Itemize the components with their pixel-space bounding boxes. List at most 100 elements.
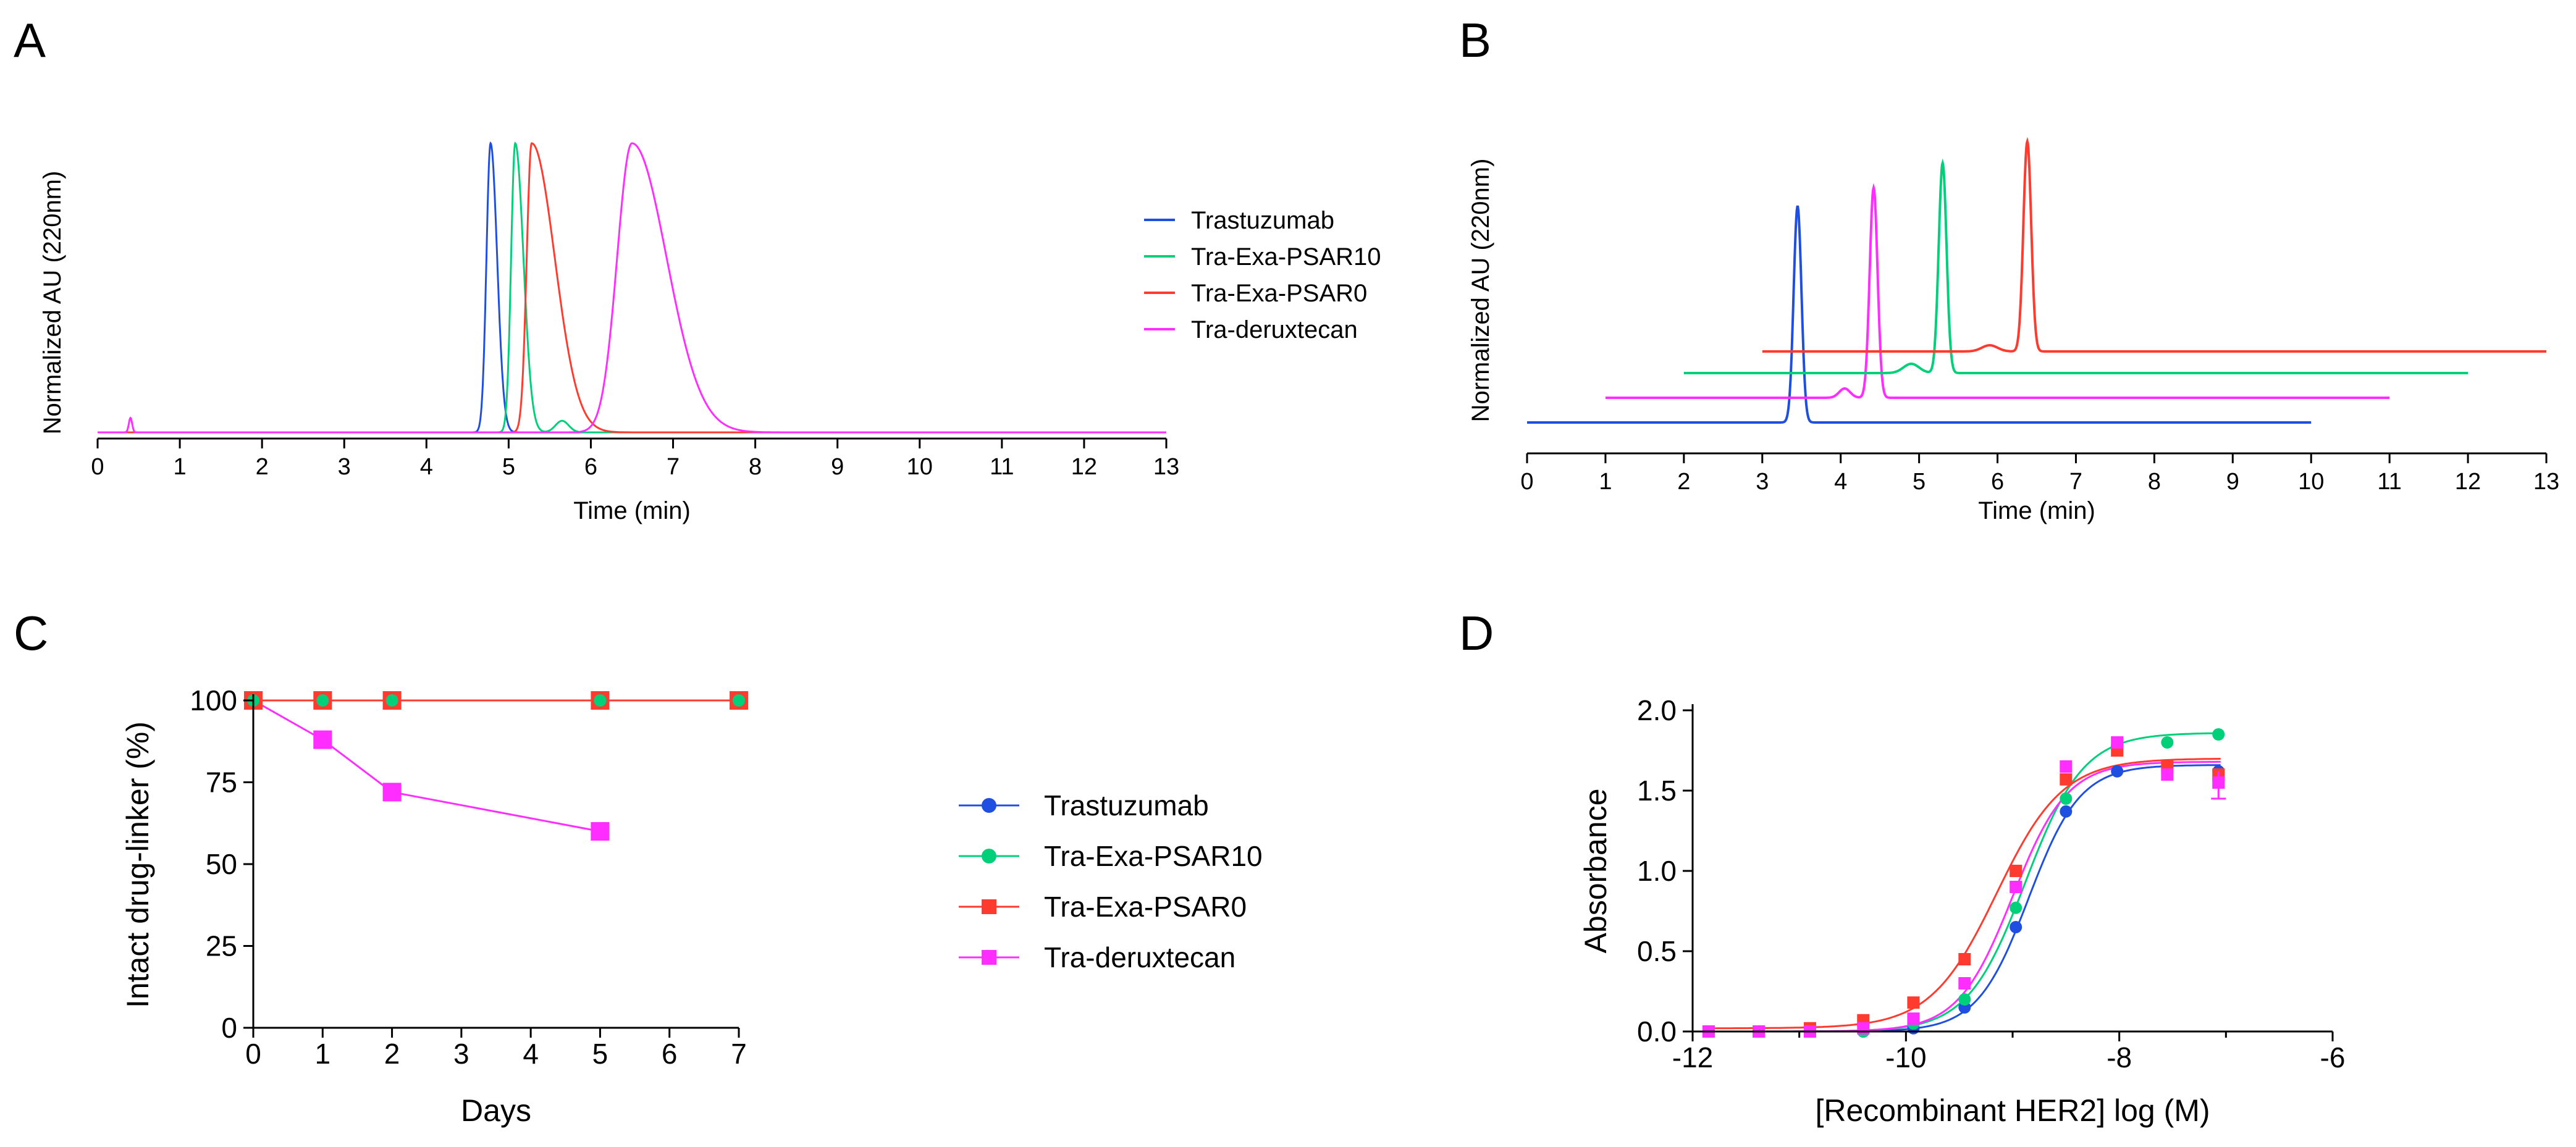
data-point	[2010, 865, 2022, 877]
data-point	[382, 783, 402, 802]
x-tick-label: 9	[831, 454, 844, 480]
x-tick-label: 4	[523, 1038, 539, 1070]
data-point	[2010, 921, 2022, 933]
series-line-2	[1683, 158, 2469, 374]
panel-letter-d: D	[1459, 606, 1494, 660]
legend-label: Tra-deruxtecan	[1044, 941, 1235, 973]
x-tick-label: 8	[2148, 469, 2161, 495]
data-point	[385, 694, 398, 707]
series-line-1	[98, 141, 1166, 434]
x-tick-label: -10	[1885, 1041, 1926, 1073]
legend-label: Tra-Exa-PSAR0	[1044, 891, 1247, 923]
series-line-0	[98, 141, 1166, 434]
x-tick-label: 1	[1599, 469, 1612, 495]
panel-letter-c: C	[14, 606, 48, 660]
data-point	[2060, 792, 2073, 805]
legend-label: Tra-Exa-PSAR10	[1044, 840, 1263, 872]
y-tick-label: 100	[190, 684, 237, 716]
x-tick-label: 3	[338, 454, 351, 480]
x-tick-label: 0	[1520, 469, 1533, 495]
data-point	[2060, 760, 2073, 773]
data-point	[1907, 996, 1920, 1009]
data-point	[1907, 1012, 1920, 1025]
data-point	[2161, 736, 2174, 749]
x-tick-label: 11	[990, 454, 1014, 480]
data-point	[316, 694, 329, 707]
x-tick-label: 8	[749, 454, 762, 480]
x-tick-label: -8	[2107, 1041, 2132, 1073]
x-tick-label: 12	[2455, 469, 2481, 495]
x-tick-label: 6	[662, 1038, 678, 1070]
x-tick-label: 7	[667, 454, 680, 480]
legend-marker	[982, 950, 996, 965]
x-axis-title: Days	[461, 1093, 531, 1128]
x-tick-label: 0	[245, 1038, 261, 1070]
series-line-1	[1605, 183, 2390, 399]
data-point	[1958, 977, 1971, 989]
data-point	[2161, 768, 2174, 781]
x-tick-label: 10	[907, 454, 933, 480]
data-point	[733, 694, 745, 707]
legend-label: Trastuzumab	[1191, 207, 1334, 234]
x-tick-label: 4	[420, 454, 433, 480]
y-tick-label: 0.0	[1637, 1015, 1677, 1048]
legend-marker	[982, 798, 996, 813]
x-tick-label: 7	[2069, 469, 2082, 495]
data-point	[2212, 728, 2225, 741]
panel-d: 0.0 0.5 1.0 1.5 2.0 -12 -10 -8 -6 [Recombinant HE…	[1578, 694, 2345, 1128]
legend-marker	[982, 899, 996, 914]
x-tick-label: 1	[174, 454, 187, 480]
series-line-3	[98, 142, 1166, 434]
x-tick-label: 12	[1071, 454, 1097, 480]
series-line-0	[1527, 205, 2312, 424]
x-tick-label: 10	[2298, 469, 2324, 495]
x-tick-label: -6	[2320, 1041, 2346, 1073]
x-tick-label: 1	[314, 1038, 330, 1070]
x-tick-label: 2	[1677, 469, 1690, 495]
y-tick-label: 1.0	[1637, 855, 1677, 887]
x-tick-label: 6	[584, 454, 597, 480]
y-tick-label: 75	[206, 767, 237, 799]
x-tick-label: 7	[731, 1038, 747, 1070]
y-tick-label: 50	[206, 848, 237, 880]
data-point	[2060, 773, 2073, 786]
y-axis-title: Absorbance	[1578, 789, 1613, 954]
legend-label: Trastuzumab	[1044, 789, 1209, 821]
y-axis-title: Normalized AU (220nm)	[39, 171, 66, 435]
y-tick-label: 25	[206, 930, 237, 962]
x-tick-label: 2	[256, 454, 269, 480]
x-tick-label: 5	[502, 454, 515, 480]
data-point	[2010, 881, 2022, 893]
x-tick-label: 11	[2377, 469, 2401, 495]
x-tick-label: 5	[592, 1038, 608, 1070]
x-tick-label: 9	[2226, 469, 2239, 495]
data-point	[1958, 953, 1971, 965]
x-tick-label: 2	[384, 1038, 400, 1070]
x-tick-label: -12	[1672, 1041, 1713, 1073]
legend-label: Tra-deruxtecan	[1191, 316, 1358, 343]
data-point	[2111, 736, 2124, 749]
data-point	[2060, 805, 2073, 818]
data-point	[1857, 1022, 1870, 1035]
legend-label: Tra-Exa-PSAR10	[1191, 243, 1381, 271]
x-axis-title: Time (min)	[1978, 497, 2095, 524]
x-tick-label: 3	[453, 1038, 469, 1070]
panel-letter-b: B	[1459, 13, 1491, 67]
panel-letter-a: A	[14, 13, 46, 67]
data-point	[1958, 993, 1971, 1006]
x-tick-label: 0	[91, 454, 104, 480]
fit-curve-3	[1703, 760, 2221, 1033]
data-point	[594, 694, 607, 707]
legend-marker	[982, 849, 996, 863]
data-point	[2111, 765, 2124, 778]
y-axis-title: Intact drug-linker (%)	[120, 721, 155, 1008]
y-axis-title: Normalized AU (220nm)	[1467, 159, 1494, 422]
panel-c: 0 25 50 75 100 0 1 2 3 4 5 6 7 Days Intact drug-linker…	[120, 684, 1263, 1128]
series-line-3	[1762, 137, 2546, 353]
x-tick-label: 13	[2533, 469, 2559, 495]
x-axis-title: Time (min)	[573, 497, 691, 524]
x-axis-title: [Recombinant HER2] log (M)	[1815, 1093, 2210, 1128]
x-tick-label: 4	[1834, 469, 1847, 495]
